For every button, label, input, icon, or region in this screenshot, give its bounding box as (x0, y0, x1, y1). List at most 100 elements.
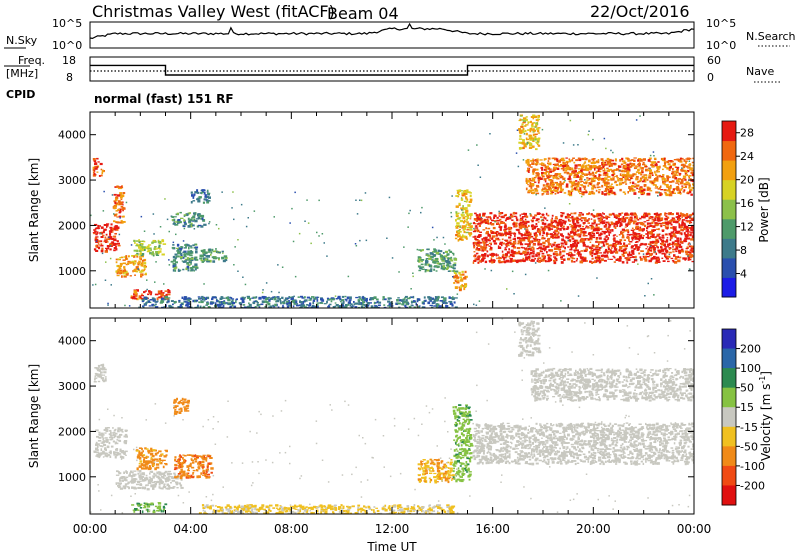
data-cell (683, 239, 687, 243)
data-cell (118, 233, 121, 236)
data-cell (190, 225, 193, 227)
data-cell (468, 223, 470, 227)
data-cell (473, 255, 476, 258)
data-cell (451, 195, 453, 197)
data-cell (632, 181, 635, 185)
data-cell (119, 195, 123, 199)
data-cell (426, 248, 430, 250)
data-cell (496, 219, 500, 222)
data-cell (689, 167, 693, 171)
data-cell (509, 239, 512, 242)
data-cell (404, 295, 408, 298)
data-cell (683, 184, 686, 186)
data-cell (116, 216, 119, 218)
data-cell (619, 242, 622, 245)
data-cell (518, 253, 521, 255)
data-cell (546, 219, 549, 222)
data-cell (578, 171, 581, 174)
data-cell (618, 220, 621, 224)
data-cell (119, 217, 121, 219)
data-cell (96, 171, 99, 173)
data-cell (593, 253, 597, 256)
data-cell (463, 227, 466, 230)
data-cell (124, 433, 128, 437)
data-cell (549, 174, 552, 178)
data-cell (592, 236, 596, 239)
data-cell (483, 220, 486, 223)
data-cell (532, 247, 535, 250)
data-cell (440, 258, 443, 260)
data-cell (244, 296, 246, 299)
data-cell (590, 226, 593, 230)
data-cell (177, 251, 180, 255)
data-cell (552, 184, 555, 186)
data-cell (509, 257, 513, 260)
data-cell (351, 305, 355, 307)
data-cell (603, 216, 606, 219)
data-cell (100, 249, 104, 253)
data-cell (436, 303, 440, 307)
data-cell (161, 306, 164, 308)
data-cell (631, 238, 634, 241)
data-cell (614, 175, 617, 177)
data-cell (389, 305, 392, 307)
data-cell (347, 275, 350, 278)
data-cell (563, 220, 567, 223)
data-cell (520, 252, 524, 255)
data-cell (203, 192, 206, 195)
data-cell (405, 301, 409, 304)
data-cell (688, 177, 690, 179)
data-cell (450, 266, 454, 269)
data-cell (177, 269, 181, 272)
data-cell (595, 250, 599, 253)
data-cell (583, 238, 587, 241)
data-cell (288, 300, 290, 302)
data-cell (185, 267, 188, 270)
data-cell (526, 256, 530, 260)
data-cell (640, 188, 644, 190)
data-cell (652, 257, 656, 260)
data-cell (526, 235, 529, 237)
data-cell (545, 189, 549, 192)
data-cell (572, 254, 576, 256)
data-cell (651, 219, 654, 221)
data-cell (344, 295, 347, 298)
data-cell (681, 229, 684, 232)
data-cell (523, 118, 527, 121)
data-cell (442, 267, 447, 270)
data-cell (92, 166, 95, 170)
data-cell (626, 163, 630, 166)
data-cell (525, 177, 528, 180)
data-cell (419, 266, 423, 270)
data-cell (508, 231, 511, 234)
data-cell (556, 163, 559, 166)
data-cell (539, 249, 542, 252)
data-cell (556, 177, 560, 180)
data-cell (463, 286, 467, 288)
data-cell (679, 232, 682, 235)
data-cell (633, 248, 636, 250)
data-cell (442, 236, 445, 239)
data-cell (491, 237, 494, 240)
data-cell (560, 157, 564, 161)
data-cell (682, 222, 686, 225)
data-cell (593, 234, 596, 237)
data-cell (607, 258, 610, 260)
data-cell (529, 251, 533, 255)
data-cell (571, 159, 574, 162)
data-cell (602, 221, 606, 225)
data-cell (481, 247, 485, 250)
data-cell (643, 185, 646, 188)
data-cell (625, 258, 628, 261)
data-cell (110, 245, 113, 247)
data-cell (187, 251, 190, 254)
data-cell (610, 222, 614, 225)
data-cell (560, 245, 563, 247)
data-cell (230, 300, 234, 303)
data-cell (653, 294, 655, 296)
data-cell (547, 257, 550, 260)
data-cell (551, 235, 554, 238)
data-cell (186, 298, 190, 301)
data-cell (612, 243, 615, 246)
data-cell (560, 175, 563, 177)
